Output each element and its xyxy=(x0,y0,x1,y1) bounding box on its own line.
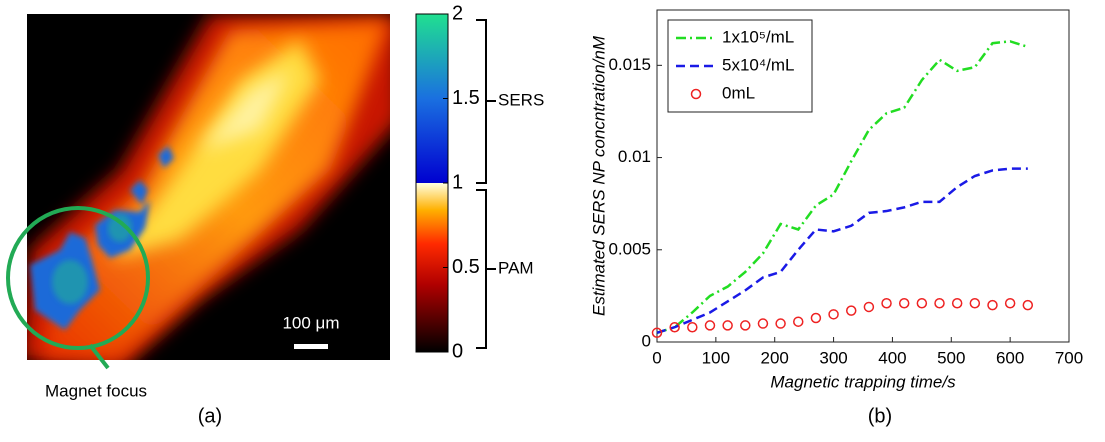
x-tick-label: 200 xyxy=(761,348,789,367)
x-tick-label: 600 xyxy=(996,348,1024,367)
marker xyxy=(757,318,769,329)
marker xyxy=(810,312,822,324)
x-tick-label: 700 xyxy=(1055,348,1083,367)
caption: (a) xyxy=(198,405,222,427)
series-line xyxy=(656,40,1029,334)
marker xyxy=(1004,298,1016,309)
marker xyxy=(916,298,928,309)
y-tick-label: 0.01 xyxy=(618,147,651,166)
marker xyxy=(987,299,998,311)
colorbar-tick-label: 2 xyxy=(452,2,463,24)
annotation-arrow xyxy=(88,343,110,370)
colorbar-tick-label: 0 xyxy=(452,340,463,362)
scale-bar-label: 100 μm xyxy=(282,313,339,332)
marker xyxy=(651,327,663,339)
colorbar-tick-label: 1.5 xyxy=(452,87,480,109)
microscope-image xyxy=(27,14,390,360)
marker xyxy=(845,305,857,316)
marker xyxy=(740,320,751,331)
x-tick-label: 100 xyxy=(702,348,730,367)
marker xyxy=(704,320,716,331)
marker xyxy=(863,301,875,313)
marker xyxy=(793,316,804,327)
y-tick-label: 0 xyxy=(642,331,651,350)
legend-label: 5x10⁴/mL xyxy=(722,55,795,74)
scale-bar xyxy=(294,344,328,349)
marker xyxy=(669,321,680,333)
marker xyxy=(898,298,910,309)
x-tick-label: 500 xyxy=(937,348,965,367)
annotation: Magnet focus xyxy=(45,381,147,400)
marker xyxy=(969,298,981,309)
marker xyxy=(687,321,698,333)
colorbar-tick-label: 0.5 xyxy=(452,256,480,278)
pam-bracket xyxy=(476,189,496,349)
y-axis-label: Estimated SERS NP concntration/nM xyxy=(589,35,608,316)
marker xyxy=(1022,299,1034,311)
pam-label: PAM xyxy=(498,258,534,277)
sers-label: SERS xyxy=(498,90,544,109)
legend-label: 1x10⁵/mL xyxy=(722,27,794,46)
plot-frame xyxy=(656,9,1070,343)
x-axis-label: Magnetic trapping time/s xyxy=(770,372,956,391)
marker xyxy=(828,309,839,320)
marker xyxy=(722,320,733,331)
x-tick-label: 0 xyxy=(652,348,661,367)
marker xyxy=(951,298,963,309)
legend-marker xyxy=(690,88,702,100)
focus-circle xyxy=(6,206,150,350)
legend-label: 0mL xyxy=(722,83,755,102)
caption: (b) xyxy=(868,405,892,427)
x-tick-label: 400 xyxy=(878,348,906,367)
marker xyxy=(881,298,892,309)
colorbar-tick-label: 1 xyxy=(452,171,463,193)
x-tick-label: 300 xyxy=(819,348,847,367)
marker xyxy=(775,318,786,329)
series-line xyxy=(656,167,1028,334)
colorbar xyxy=(415,13,449,353)
sers-bracket xyxy=(476,19,496,184)
marker xyxy=(934,298,945,309)
y-tick-label: 0.005 xyxy=(608,239,651,258)
y-tick-label: 0.015 xyxy=(608,55,651,74)
